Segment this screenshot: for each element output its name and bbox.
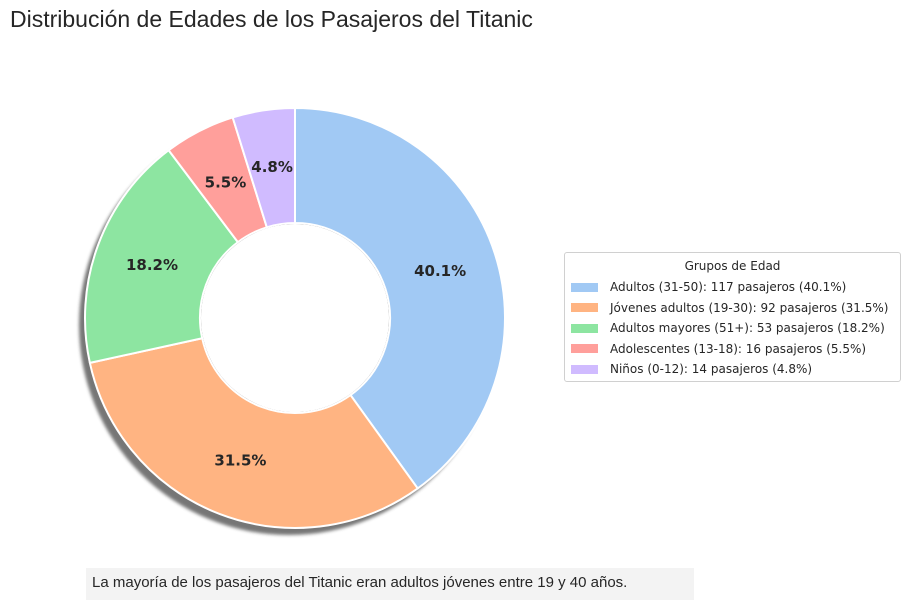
- legend-item: Niños (0-12): 14 pasajeros (4.8%): [571, 361, 812, 377]
- legend-label: Jóvenes adultos (19-30): 92 pasajeros (3…: [610, 300, 889, 315]
- pie-slice-ninos-0-12: [231, 107, 296, 229]
- legend-item: Adultos (31-50): 117 pasajeros (40.1%): [571, 279, 846, 295]
- legend-label: Adultos mayores (51+): 53 pasajeros (18.…: [610, 321, 885, 335]
- pie-slice-adultos-mayores-51: [84, 149, 239, 364]
- legend-swatch: [571, 364, 598, 374]
- legend-title: Grupos de Edad: [684, 259, 781, 273]
- legend-swatch: [571, 282, 598, 292]
- donut-hole: [201, 224, 389, 412]
- legend-swatch: [571, 303, 598, 312]
- slice-pct-label: 40.1%: [414, 262, 466, 280]
- legend-label: Niños (0-12): 14 pasajeros (4.8%): [610, 362, 813, 376]
- legend-item: Adolescentes (13-18): 16 pasajeros (5.5%…: [571, 341, 866, 357]
- slice-pct-label: 31.5%: [214, 451, 266, 469]
- donut-labels: 40.1% 31.5% 18.2% 5.5%4.8%: [126, 158, 466, 469]
- legend-label: Adolescentes (13-18): 16 pasajeros (5.5%…: [610, 341, 867, 356]
- pie-slice-adultos-31-50: [294, 107, 506, 490]
- legend-item: Jóvenes adultos (19-30): 92 pasajeros (3…: [571, 300, 888, 316]
- legend-swatch: [571, 323, 598, 333]
- donut-slices: [84, 107, 506, 529]
- legend-swatch: [571, 344, 598, 353]
- slice-pct-label: 4.8%: [251, 158, 293, 176]
- slice-pct-label: 5.5%: [205, 173, 247, 191]
- slice-pct-label: 18.2%: [126, 256, 178, 274]
- legend-label: Adultos (31-50): 117 pasajeros (40.1%): [610, 280, 847, 294]
- footnote: La mayoría de los pasajeros del Titanic …: [86, 568, 694, 600]
- chart-title: Distribución de Edades de los Pasajeros …: [10, 6, 533, 32]
- legend-item: Adultos mayores (51+): 53 pasajeros (18.…: [571, 320, 885, 336]
- legend: Grupos de Edad Adultos (31-50): 117 pasa…: [564, 252, 901, 382]
- pie-slice-jovenes-adultos-19-30: [88, 337, 419, 529]
